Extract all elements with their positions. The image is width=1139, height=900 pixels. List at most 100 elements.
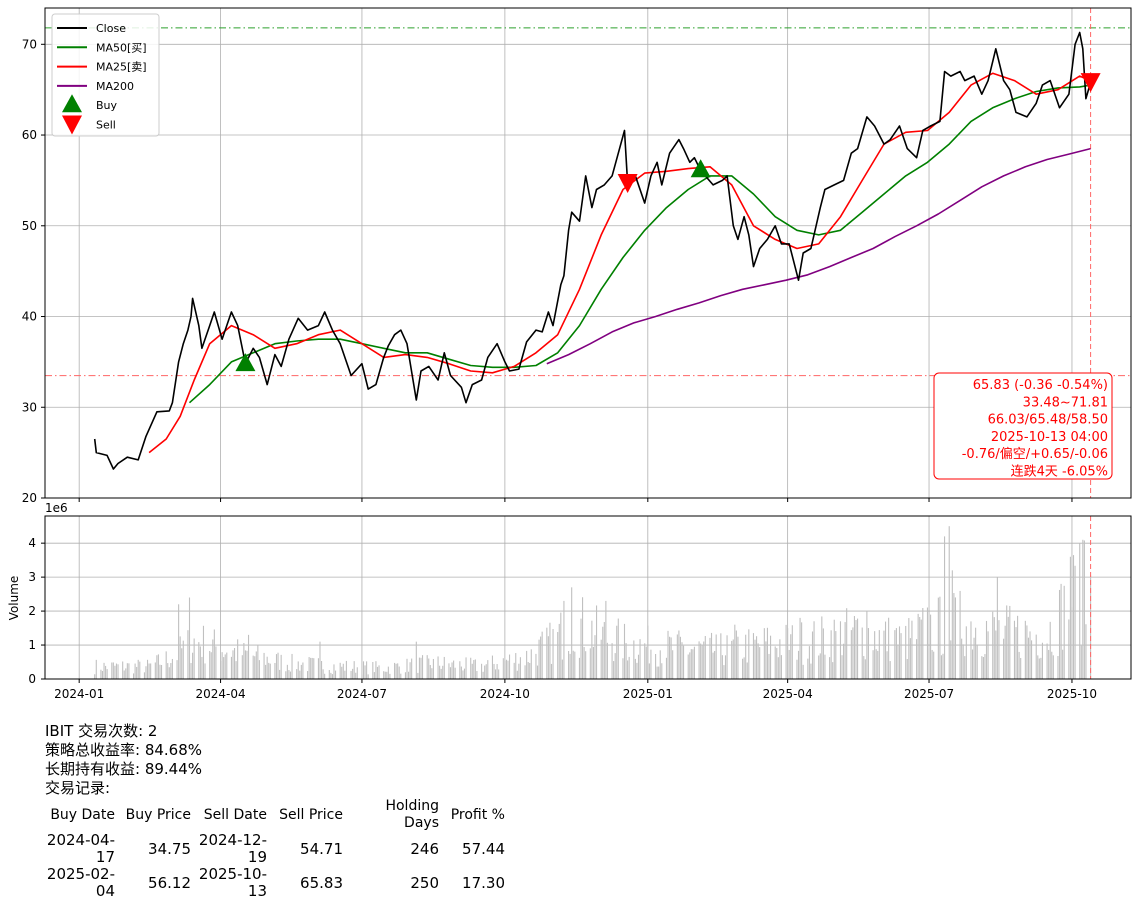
volume-bar [954, 597, 956, 679]
volume-bar [665, 657, 668, 679]
volume-bar [398, 666, 400, 679]
volume-bar [807, 658, 809, 679]
volume-bar [470, 657, 472, 679]
volume-bar [366, 661, 368, 679]
volume-bar [473, 660, 475, 679]
volume-bar [874, 631, 876, 679]
volume-bar [1038, 658, 1040, 679]
volume-bar [201, 656, 203, 679]
series-line-ma200 [546, 147, 1091, 365]
volume-bar [243, 642, 245, 679]
volume-bar [726, 635, 728, 679]
volume-bar [944, 536, 946, 679]
volume-bar [1015, 627, 1017, 679]
volume-bar [1062, 649, 1064, 679]
volume-bar [471, 663, 473, 679]
volume-bar [247, 634, 250, 679]
volume-bar [448, 663, 450, 679]
volume-bar [1049, 621, 1051, 679]
volume-bar [232, 650, 234, 679]
volume-bar [1027, 637, 1030, 679]
volume-bar [658, 666, 660, 679]
volume-xtick-label: 2025-01 [623, 687, 673, 701]
volume-bar [676, 634, 678, 679]
volume-bar [362, 661, 365, 679]
volume-bar [176, 660, 178, 679]
volume-bar [692, 649, 694, 679]
volume-bar [526, 650, 528, 679]
cell: 2024-12-19 [198, 831, 267, 866]
col-buy-price: Buy Price [125, 806, 191, 823]
volume-bar [911, 620, 913, 679]
volume-bar [485, 664, 487, 679]
volume-bar [939, 596, 941, 679]
volume-bar [418, 657, 420, 679]
volume-bar [1007, 616, 1009, 679]
volume-bar [246, 650, 248, 679]
volume-bar [811, 631, 814, 679]
volume-bar [984, 654, 986, 679]
volume-bar [953, 593, 955, 679]
volume-bar [1074, 565, 1076, 679]
volume-bar [919, 616, 921, 679]
volume-bar [808, 646, 810, 679]
volume-bar [202, 625, 205, 679]
volume-bar [112, 662, 114, 679]
volume-grid [45, 516, 1131, 680]
volume-bar [867, 628, 869, 679]
volume-bar [481, 663, 483, 679]
trade-records-table: Buy Date Buy Price Sell Date Sell Price … [45, 798, 511, 900]
volume-bar [252, 655, 254, 679]
annotation-line: 33.48~71.81 [1023, 395, 1108, 410]
volume-bar [546, 627, 548, 679]
volume-bar [655, 653, 657, 679]
volume-bar [356, 667, 358, 679]
price-ytick-label: 20 [22, 491, 37, 505]
volume-bar [426, 655, 428, 679]
volume-bar [886, 651, 888, 679]
holding-return: 长期持有收益: 89.44% [45, 760, 203, 778]
volume-bar [1040, 657, 1042, 679]
volume-bar [345, 660, 347, 679]
volume-bar [378, 665, 380, 679]
volume-bar [188, 597, 191, 679]
volume-bar [962, 644, 964, 679]
volume-bar [541, 631, 543, 679]
volume-bar [367, 674, 369, 679]
volume-bar [723, 665, 725, 679]
volume-bar [774, 646, 776, 679]
volume-bar [982, 657, 984, 679]
volume-ytick-label: 3 [28, 570, 36, 584]
col-buy-date: Buy Date [50, 806, 115, 823]
volume-bar [361, 674, 363, 679]
volume-xtick-label: 2024-07 [337, 687, 387, 701]
volume-bar [373, 672, 375, 679]
volume-bar [897, 644, 899, 679]
volume-bar [756, 636, 758, 679]
volume-ylabel: Volume [7, 576, 21, 621]
volume-bar [754, 639, 756, 679]
volume-bar [291, 653, 293, 679]
volume-bar [182, 640, 184, 679]
cell: 2025-02-04 [46, 865, 115, 900]
volume-bar [853, 616, 856, 679]
buy-marker [235, 353, 256, 372]
legend-label: MA200 [96, 80, 134, 93]
cell: 246 [410, 839, 439, 858]
volume-bar [487, 660, 489, 679]
volume-bar [857, 618, 859, 679]
volume-bar [605, 600, 607, 679]
volume-bar [493, 663, 495, 679]
volume-bar [123, 670, 125, 679]
volume-bar [670, 637, 672, 679]
volume-ytick-label: 1 [28, 638, 36, 652]
price-ytick-label: 40 [22, 310, 37, 324]
volume-bar [712, 652, 714, 679]
volume-bar [199, 646, 201, 679]
volume-bar [139, 661, 141, 679]
volume-bar [568, 650, 570, 679]
volume-bar [627, 660, 629, 679]
volume-bar [530, 649, 532, 679]
volume-bar [1004, 625, 1006, 679]
volume-bar [748, 629, 750, 679]
